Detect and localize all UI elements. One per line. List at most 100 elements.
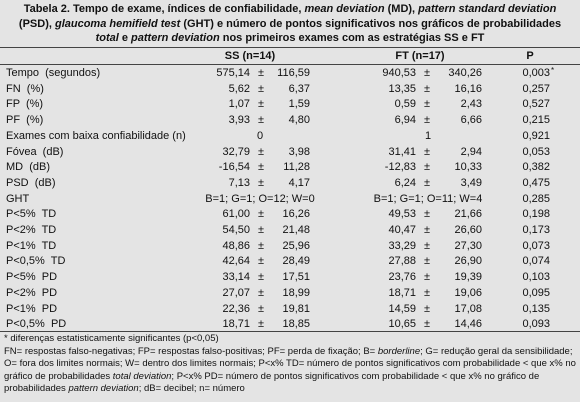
plus-minus: ± xyxy=(424,318,431,331)
text-segment: pattern deviation xyxy=(131,32,220,44)
p-value: 0,215 xyxy=(490,113,550,128)
row-label: P<0,5% TD xyxy=(6,255,66,268)
cell-mean: 42,64 xyxy=(222,255,250,268)
plus-minus: ± xyxy=(424,286,431,299)
plus-minus: ± xyxy=(258,239,265,252)
cell-sd: 2,43 xyxy=(460,98,482,111)
plus-minus: ± xyxy=(424,161,431,174)
p-value: 0,382 xyxy=(490,160,550,175)
row-label: P<1% PD xyxy=(6,302,58,315)
row-label: P<5% TD xyxy=(6,208,57,221)
plus-minus: ± xyxy=(424,302,431,315)
p-text: 0,103 xyxy=(522,271,550,284)
cell-mean: 6,24 xyxy=(394,176,416,189)
cell-sd: 27,30 xyxy=(454,239,482,252)
cell-mean: 22,36 xyxy=(222,302,250,315)
plus-minus: ± xyxy=(258,286,265,299)
cell-mean: 5,62 xyxy=(228,82,250,95)
text-segment: mean deviation xyxy=(304,3,385,15)
plus-minus: ± xyxy=(424,114,431,127)
p-value: 0,073 xyxy=(490,239,550,254)
p-text: 0,093 xyxy=(522,318,550,331)
p-value: 0,173 xyxy=(490,223,550,238)
cell-sd: 19,81 xyxy=(282,302,310,315)
row-label: P<0,5% PD xyxy=(6,318,67,331)
p-value: 0,074 xyxy=(490,254,550,269)
note: FN= respostas falso-negativas; FP= respo… xyxy=(4,346,576,396)
cell-sd: 26,60 xyxy=(454,224,482,236)
cell-mean: 40,47 xyxy=(388,224,416,236)
text-segment: Tabela 2. Tempo de exame, índices de con… xyxy=(23,3,305,15)
p-value: 0,053 xyxy=(490,145,550,160)
cell-sd: 6,66 xyxy=(460,114,482,127)
plus-minus: ± xyxy=(424,208,431,221)
text-segment: ; dB= decibel; n= número xyxy=(138,383,245,395)
cell-sd: 18,85 xyxy=(282,318,310,331)
p-value: 0,285 xyxy=(490,192,550,207)
cell-sd: 1,59 xyxy=(288,98,310,111)
cell-value: B=1; G=1; O=12; W=0 xyxy=(205,192,315,205)
plus-minus: ± xyxy=(258,224,265,236)
cell-sd: 11,28 xyxy=(283,161,310,174)
cell-value: 0 xyxy=(256,129,264,142)
plus-minus: ± xyxy=(424,176,431,189)
cell-mean: 18,71 xyxy=(222,318,250,331)
p-value: 0,135 xyxy=(490,302,550,317)
plus-minus: ± xyxy=(424,67,431,79)
plus-minus: ± xyxy=(258,318,265,331)
cell-sd: 4,17 xyxy=(288,176,310,189)
p-text: 0,257 xyxy=(522,82,550,95)
row-label: GHT xyxy=(6,192,30,205)
cell-sd: 340,26 xyxy=(448,67,482,79)
plus-minus: ± xyxy=(424,145,431,158)
caption: Tabela 2. Tempo de exame, índices de con… xyxy=(6,2,574,46)
notes: * diferenças estatisticamente significan… xyxy=(4,333,576,396)
row-label: Fóvea (dB) xyxy=(6,145,64,158)
cell-sd: 17,08 xyxy=(454,302,482,315)
p-value: 0,003 * xyxy=(522,66,555,80)
p-value: 0,198 xyxy=(490,207,550,222)
column-header: FT (n=17) xyxy=(395,50,445,62)
cell-value: B=1; G=1; O=11; W=4 xyxy=(373,192,483,205)
cell-mean: 27,88 xyxy=(388,255,416,268)
cell-sd: 19,39 xyxy=(454,271,482,284)
cell-mean: 7,13 xyxy=(228,176,250,189)
cell-mean: 0,59 xyxy=(394,98,416,111)
text-segment: pattern deviation xyxy=(68,383,139,395)
cell-mean: 1,07 xyxy=(228,98,250,111)
plus-minus: ± xyxy=(258,145,265,158)
plus-minus: ± xyxy=(424,271,431,284)
cell-mean: 13,35 xyxy=(388,82,416,95)
row-label: PSD (dB) xyxy=(6,176,56,189)
plus-minus: ± xyxy=(258,98,265,111)
cell-mean: 54,50 xyxy=(222,224,250,236)
plus-minus: ± xyxy=(424,82,431,95)
cell-sd: 26,90 xyxy=(454,255,482,268)
cell-mean: 6,94 xyxy=(394,114,416,127)
rule xyxy=(0,64,580,65)
cell-sd: 10,33 xyxy=(454,161,482,174)
cell-mean: 3,93 xyxy=(228,114,250,127)
cell-mean: 27,07 xyxy=(222,286,250,299)
plus-minus: ± xyxy=(258,302,265,315)
text-segment: ; P<x% PD= número de pontos significativ… xyxy=(4,370,540,395)
plus-minus: ± xyxy=(258,82,265,95)
text-segment: (PSD), xyxy=(18,17,55,30)
cell-sd: 6,37 xyxy=(288,82,310,95)
p-text: 0,198 xyxy=(522,208,550,221)
plus-minus: ± xyxy=(258,176,265,189)
plus-minus: ± xyxy=(424,255,431,268)
cell-sd: 16,26 xyxy=(282,208,310,221)
p-text: 0,527 xyxy=(522,98,550,111)
p-value: 0,527 xyxy=(490,97,550,112)
text-segment: pattern standard deviation xyxy=(418,3,557,15)
text-segment: * xyxy=(4,333,8,344)
p-value: 0,475 xyxy=(490,176,550,191)
plus-minus: ± xyxy=(424,239,431,252)
p-text: 0,475 xyxy=(522,176,550,189)
p-text: 0,003 xyxy=(522,67,550,79)
plus-minus: ± xyxy=(258,208,265,221)
cell-sd: 28,49 xyxy=(282,255,310,268)
cell-mean: 33,14 xyxy=(222,271,250,284)
row-label: Tempo (segundos) xyxy=(6,67,101,79)
